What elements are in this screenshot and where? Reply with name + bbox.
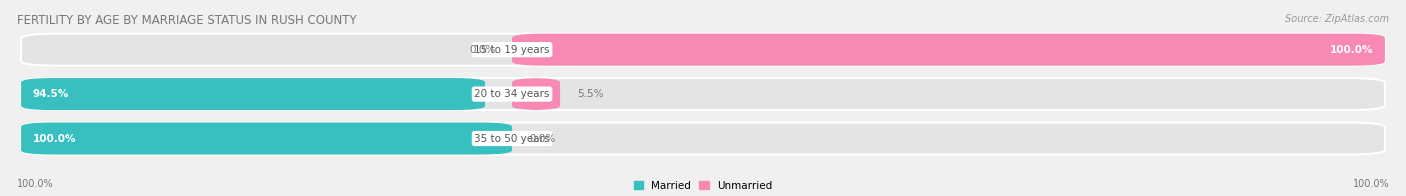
FancyBboxPatch shape (21, 34, 1385, 66)
FancyBboxPatch shape (21, 78, 1385, 110)
FancyBboxPatch shape (512, 34, 1385, 66)
Text: 15 to 19 years: 15 to 19 years (474, 45, 550, 55)
FancyBboxPatch shape (21, 78, 485, 110)
Text: 94.5%: 94.5% (32, 89, 69, 99)
Text: 100.0%: 100.0% (1330, 45, 1374, 55)
Legend: Married, Unmarried: Married, Unmarried (634, 181, 772, 191)
FancyBboxPatch shape (21, 122, 512, 154)
Text: 35 to 50 years: 35 to 50 years (474, 133, 550, 143)
Text: FERTILITY BY AGE BY MARRIAGE STATUS IN RUSH COUNTY: FERTILITY BY AGE BY MARRIAGE STATUS IN R… (17, 14, 357, 27)
FancyBboxPatch shape (21, 122, 1385, 154)
Text: 100.0%: 100.0% (1353, 179, 1389, 189)
Text: 20 to 34 years: 20 to 34 years (474, 89, 550, 99)
FancyBboxPatch shape (512, 78, 560, 110)
Text: 100.0%: 100.0% (17, 179, 53, 189)
Text: 0.0%: 0.0% (470, 45, 495, 55)
Text: Source: ZipAtlas.com: Source: ZipAtlas.com (1285, 14, 1389, 24)
Text: 100.0%: 100.0% (32, 133, 76, 143)
Text: 0.0%: 0.0% (529, 133, 555, 143)
Text: 5.5%: 5.5% (576, 89, 603, 99)
